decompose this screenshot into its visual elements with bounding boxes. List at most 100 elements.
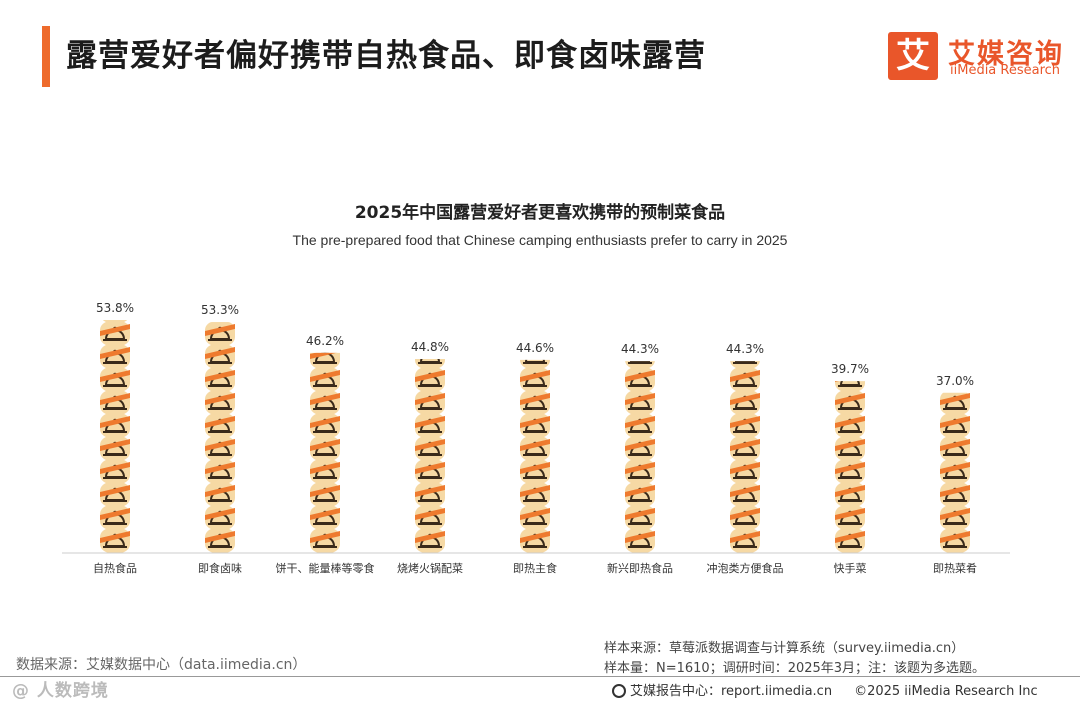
cloche-icon	[100, 390, 130, 415]
cloche-icon	[625, 528, 655, 553]
cloche-icon	[415, 528, 445, 553]
cloche-icon	[310, 482, 340, 507]
cloche-icon	[520, 436, 550, 461]
cloche-icon	[100, 505, 130, 530]
cloche-icon	[625, 390, 655, 415]
brand-logo-mark: 艾	[888, 32, 938, 80]
bar-9	[940, 367, 970, 553]
cloche-icon	[205, 528, 235, 553]
data-source: 数据来源：艾媒数据中心（data.iimedia.cn）	[16, 657, 307, 673]
cloche-icon	[415, 482, 445, 507]
cloche-icon	[205, 390, 235, 415]
sample-info: 样本量：N=1610；调研时间：2025年3月；注：该题为多选题。	[604, 661, 986, 676]
cloche-icon	[730, 413, 760, 438]
cloche-icon	[835, 436, 865, 461]
title-accent-bar	[42, 26, 50, 87]
cloche-icon	[310, 413, 340, 438]
category-label: 烧烤火锅配菜	[397, 561, 463, 575]
cloche-icon	[730, 528, 760, 553]
cloche-icon	[835, 505, 865, 530]
cloche-icon	[730, 390, 760, 415]
cloche-icon	[625, 436, 655, 461]
cloche-icon	[310, 528, 340, 553]
cloche-icon	[415, 413, 445, 438]
value-label: 53.3%	[201, 303, 239, 317]
cloche-icon	[940, 459, 970, 484]
bar-3	[310, 321, 340, 553]
category-label: 快手菜	[834, 561, 867, 575]
cloche-icon	[205, 505, 235, 530]
cloche-icon	[310, 367, 340, 392]
cloche-icon	[205, 459, 235, 484]
cloche-icon	[205, 367, 235, 392]
cloche-icon	[310, 505, 340, 530]
cloche-icon	[625, 505, 655, 530]
cloche-icon	[100, 344, 130, 369]
cloche-icon	[625, 367, 655, 392]
cloche-icon	[520, 413, 550, 438]
category-label: 冲泡类方便食品	[707, 561, 784, 575]
cloche-icon	[205, 482, 235, 507]
cloche-icon	[100, 367, 130, 392]
cloche-icon	[205, 344, 235, 369]
watermark: @ 人数跨境	[12, 681, 109, 701]
cloche-icon	[100, 321, 130, 346]
cloche-icon	[415, 436, 445, 461]
page-title: 露营爱好者偏好携带自热食品、即食卤味露营	[66, 38, 706, 74]
cloche-icon	[100, 280, 130, 300]
cloche-icon	[730, 505, 760, 530]
globe-icon	[612, 684, 626, 698]
cloche-icon	[310, 390, 340, 415]
footer-divider	[0, 676, 1080, 677]
cloche-icon	[625, 413, 655, 438]
bar-4	[415, 321, 445, 553]
value-label: 44.3%	[621, 342, 659, 356]
cloche-icon	[100, 413, 130, 438]
cloche-icon	[940, 505, 970, 530]
bar-1	[100, 280, 130, 553]
category-label: 即热主食	[513, 561, 557, 575]
value-label: 46.2%	[306, 334, 344, 348]
cloche-icon	[835, 459, 865, 484]
cloche-icon	[730, 482, 760, 507]
brand-logo: 艾 艾媒咨询 iiMedia Research	[888, 30, 1068, 82]
cloche-icon	[625, 482, 655, 507]
sample-source: 样本来源：草莓派数据调查与计算系统（survey.iimedia.cn）	[604, 641, 965, 656]
value-label: 39.7%	[831, 362, 869, 376]
cloche-icon	[415, 390, 445, 415]
cloche-icon	[940, 413, 970, 438]
value-label: 44.6%	[516, 341, 554, 355]
report-center-link[interactable]: 艾媒报告中心：report.iimedia.cn	[630, 684, 833, 699]
category-label: 新兴即热食品	[607, 561, 673, 575]
brand-name-cn: 艾媒咨询	[948, 39, 1064, 70]
cloche-icon	[415, 459, 445, 484]
cloche-icon	[940, 482, 970, 507]
cloche-icon	[520, 482, 550, 507]
chart-subtitle: The pre-prepared food that Chinese campi…	[292, 232, 788, 248]
value-label: 44.3%	[726, 342, 764, 356]
value-label: 53.8%	[96, 301, 134, 315]
cloche-icon	[625, 459, 655, 484]
sample-notes: 样本来源：草莓派数据调查与计算系统（survey.iimedia.cn） 样本量…	[604, 639, 985, 679]
cloche-icon	[100, 482, 130, 507]
category-label: 饼干、能量棒等零食	[276, 561, 375, 575]
pictorial-bar-chart: 53.8% 自热食品 53.3% 即食卤味 46.2% 饼干、能量棒等零食 44.8% 烧烤火…	[62, 280, 1010, 575]
cloche-icon	[835, 390, 865, 415]
cloche-icon	[100, 436, 130, 461]
cloche-icon	[100, 459, 130, 484]
chart-title: 2025年中国露营爱好者更喜欢携带的预制菜食品	[354, 203, 726, 223]
cloche-icon	[310, 436, 340, 461]
cloche-icon	[100, 528, 130, 553]
cloche-icon	[835, 528, 865, 553]
category-label: 即食卤味	[198, 561, 242, 575]
category-label: 自热食品	[93, 561, 137, 575]
cloche-icon	[730, 459, 760, 484]
brand-name-en: iiMedia Research	[950, 63, 1061, 78]
cloche-icon	[415, 367, 445, 392]
category-label: 即热菜肴	[933, 562, 977, 575]
value-label: 44.8%	[411, 340, 449, 354]
cloche-icon	[835, 413, 865, 438]
value-label: 37.0%	[936, 374, 974, 388]
cloche-icon	[520, 528, 550, 553]
cloche-icon	[310, 459, 340, 484]
